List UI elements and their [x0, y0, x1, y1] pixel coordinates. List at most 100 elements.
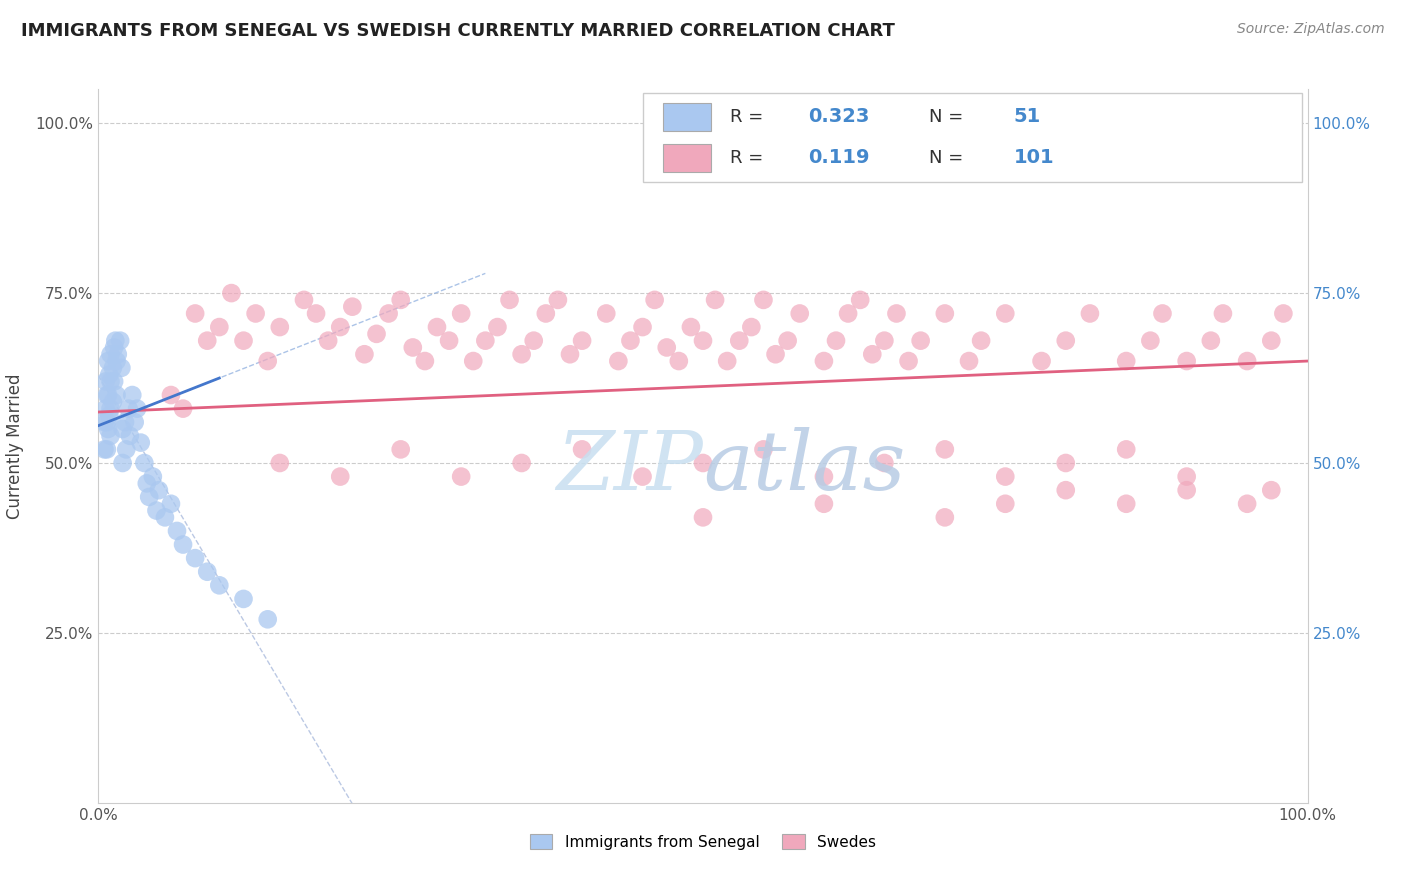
Point	[510, 347, 533, 361]
Point	[172, 537, 194, 551]
Point	[1115, 354, 1137, 368]
Point	[1236, 354, 1258, 368]
Point	[100, 429, 122, 443]
Point	[166, 524, 188, 538]
Point	[101, 360, 124, 375]
Point	[107, 347, 129, 361]
Point	[100, 401, 122, 416]
Text: R =: R =	[730, 108, 763, 126]
Point	[111, 456, 134, 470]
Point	[221, 286, 243, 301]
Point	[208, 320, 231, 334]
Point	[886, 306, 908, 320]
Point	[450, 306, 472, 320]
Point	[100, 347, 122, 361]
Point	[342, 300, 364, 314]
Point	[256, 354, 278, 368]
Text: 51: 51	[1014, 107, 1040, 127]
Point	[631, 469, 654, 483]
FancyBboxPatch shape	[664, 103, 711, 131]
Point	[595, 306, 617, 320]
Point	[994, 469, 1017, 483]
Point	[728, 334, 751, 348]
Point	[849, 293, 872, 307]
Point	[679, 320, 702, 334]
Point	[860, 347, 883, 361]
Point	[103, 375, 125, 389]
Point	[692, 334, 714, 348]
Point	[118, 401, 141, 416]
Point	[329, 469, 352, 483]
Point	[93, 442, 115, 457]
Point	[813, 497, 835, 511]
Text: Source: ZipAtlas.com: Source: ZipAtlas.com	[1237, 22, 1385, 37]
Text: 0.323: 0.323	[808, 107, 869, 127]
Point	[208, 578, 231, 592]
Point	[127, 401, 149, 416]
Point	[96, 442, 118, 457]
Point	[571, 442, 593, 457]
Point	[292, 293, 315, 307]
Point	[232, 591, 254, 606]
Point	[94, 401, 117, 416]
Point	[1054, 456, 1077, 470]
Text: 101: 101	[1014, 148, 1054, 168]
Point	[1199, 334, 1222, 348]
Point	[1078, 306, 1101, 320]
Point	[547, 293, 569, 307]
Point	[195, 334, 218, 348]
Point	[97, 388, 120, 402]
Point	[1115, 497, 1137, 511]
Point	[957, 354, 980, 368]
Point	[644, 293, 666, 307]
Point	[897, 354, 920, 368]
Point	[970, 334, 993, 348]
Point	[98, 409, 121, 423]
Text: N =: N =	[929, 149, 963, 167]
Point	[607, 354, 630, 368]
Text: N =: N =	[929, 108, 963, 126]
Point	[474, 334, 496, 348]
Point	[1260, 334, 1282, 348]
Point	[668, 354, 690, 368]
Point	[115, 442, 138, 457]
Point	[692, 456, 714, 470]
Point	[389, 293, 412, 307]
Point	[510, 456, 533, 470]
Point	[813, 469, 835, 483]
Point	[1152, 306, 1174, 320]
Point	[184, 306, 207, 320]
Point	[1054, 483, 1077, 498]
Point	[437, 334, 460, 348]
Point	[148, 483, 170, 498]
Point	[1175, 483, 1198, 498]
Point	[353, 347, 375, 361]
Point	[97, 354, 120, 368]
Point	[134, 456, 156, 470]
FancyBboxPatch shape	[643, 93, 1302, 182]
Point	[873, 456, 896, 470]
Point	[789, 306, 811, 320]
Point	[934, 510, 956, 524]
Text: ZIP: ZIP	[557, 427, 703, 508]
Point	[740, 320, 762, 334]
Point	[97, 422, 120, 436]
Point	[692, 510, 714, 524]
Point	[813, 354, 835, 368]
Point	[752, 293, 775, 307]
Point	[121, 388, 143, 402]
Point	[1236, 497, 1258, 511]
Point	[172, 401, 194, 416]
Point	[1260, 483, 1282, 498]
Point	[135, 476, 157, 491]
Point	[994, 497, 1017, 511]
Point	[108, 334, 131, 348]
Point	[704, 293, 727, 307]
Point	[329, 320, 352, 334]
Point	[269, 320, 291, 334]
Point	[1175, 469, 1198, 483]
Point	[138, 490, 160, 504]
Point	[1175, 354, 1198, 368]
Point	[111, 422, 134, 436]
Point	[160, 497, 183, 511]
